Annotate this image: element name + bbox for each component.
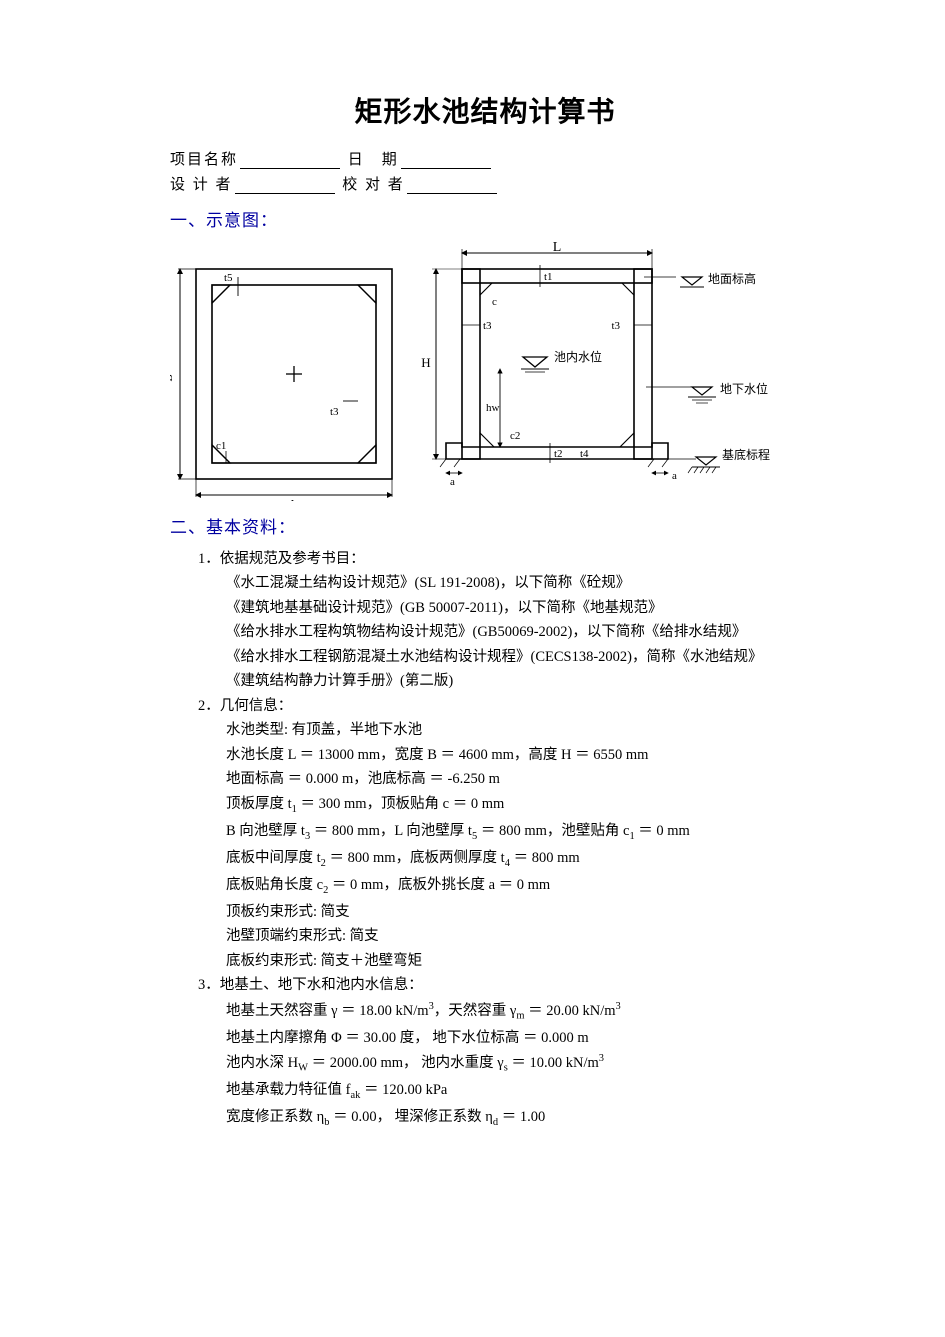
soil-l1: 地基土天然容重 γ ＝ 18.00 kN/m3，天然容重 γm ＝ 20.00 … [226, 999, 800, 1025]
svg-text:t3: t3 [611, 320, 620, 332]
checker-blank [407, 178, 497, 194]
date-blank [401, 153, 491, 169]
svg-text:t1: t1 [544, 271, 553, 283]
date-label: 日 期 [348, 152, 399, 168]
geo-l4: 顶板厚度 t1 ＝ 300 mm，顶板贴角 c ＝ 0 mm [226, 793, 800, 818]
svg-text:地面标高: 地面标高 [708, 271, 756, 286]
geo-l8: 顶板约束形式: 简支 [226, 901, 800, 923]
ref-5: 《建筑结构静力计算手册》(第二版) [226, 670, 800, 692]
svg-text:c1: c1 [216, 440, 226, 452]
geo-l2: 水池长度 L ＝ 13000 mm，宽度 B ＝ 4600 mm，高度 H ＝ … [226, 744, 800, 766]
meta-line-2: 设 计 者 校 对 者 [170, 173, 800, 194]
svg-text:L: L [291, 498, 298, 501]
svg-text:池内水位: 池内水位 [554, 349, 602, 364]
svg-text:c: c [492, 296, 497, 308]
soil-l5: 宽度修正系数 ηb ＝ 0.00， 埋深修正系数 ηd ＝ 1.00 [226, 1106, 800, 1131]
doc-title: 矩形水池结构计算书 [170, 90, 800, 130]
soil-l4: 地基承载力特征值 fak ＝ 120.00 kPa [226, 1079, 800, 1104]
project-label: 项目名称 [170, 152, 238, 168]
svg-text:hw: hw [486, 402, 500, 414]
soil-l3: 池内水深 HW ＝ 2000.00 mm， 池内水重度 γs ＝ 10.00 k… [226, 1051, 800, 1077]
ref-4: 《给水排水工程钢筋混凝土水池结构设计规程》(CECS138-2002)，简称《水… [226, 646, 800, 668]
svg-text:H: H [421, 355, 430, 370]
project-blank [240, 153, 340, 169]
svg-text:t5: t5 [224, 272, 233, 284]
geo-l5: B 向池壁厚 t3 ＝ 800 mm，L 向池壁厚 t5 ＝ 800 mm，池壁… [226, 820, 800, 845]
item-1-heading: 1．依据规范及参考书目： [198, 548, 800, 570]
designer-label: 设 计 者 [170, 177, 233, 193]
svg-text:t3: t3 [330, 406, 339, 418]
ref-2: 《建筑地基基础设计规范》(GB 50007-2011)，以下简称《地基规范》 [226, 597, 800, 619]
soil-l2: 地基土内摩擦角 Φ ＝ 30.00 度， 地下水位标高 ＝ 0.000 m [226, 1027, 800, 1049]
schematic-diagram: B L t5 t3 c1 L [170, 241, 800, 501]
geo-l3: 地面标高 ＝ 0.000 m，池底标高 ＝ -6.250 m [226, 768, 800, 790]
ref-3: 《给水排水工程构筑物结构设计规范》(GB50069-2002)，以下简称《给排水… [226, 621, 800, 643]
svg-text:基底标程: 基底标程 [722, 447, 770, 462]
section-2-heading: 二、基本资料： [170, 513, 800, 538]
geo-l7: 底板贴角长度 c2 ＝ 0 mm，底板外挑长度 a ＝ 0 mm [226, 874, 800, 899]
ref-1: 《水工混凝土结构设计规范》(SL 191-2008)，以下简称《砼规》 [226, 572, 800, 594]
svg-text:t2: t2 [554, 448, 563, 460]
checker-label: 校 对 者 [342, 177, 405, 193]
geo-l6: 底板中间厚度 t2 ＝ 800 mm，底板两侧厚度 t4 ＝ 800 mm [226, 847, 800, 872]
item-2-heading: 2．几何信息： [198, 695, 800, 717]
geo-l10: 底板约束形式: 简支＋池壁弯矩 [226, 950, 800, 972]
item-3-heading: 3．地基土、地下水和池内水信息： [198, 974, 800, 996]
geo-l1: 水池类型: 有顶盖，半地下水池 [226, 719, 800, 741]
svg-text:a: a [450, 476, 455, 488]
geo-l9: 池壁顶端约束形式: 简支 [226, 925, 800, 947]
section-1-heading: 一、示意图： [170, 206, 800, 231]
designer-blank [235, 178, 335, 194]
svg-text:t4: t4 [580, 448, 589, 460]
svg-text:B: B [170, 374, 175, 381]
content-body: 1．依据规范及参考书目： 《水工混凝土结构设计规范》(SL 191-2008)，… [170, 548, 800, 1131]
svg-text:地下水位: 地下水位 [720, 381, 768, 396]
meta-line-1: 项目名称 日 期 [170, 148, 800, 169]
svg-text:a: a [672, 470, 677, 482]
diagram-svg: B L t5 t3 c1 L [170, 241, 790, 501]
svg-text:c2: c2 [510, 430, 520, 442]
svg-text:L: L [553, 241, 562, 255]
svg-text:t3: t3 [483, 320, 492, 332]
